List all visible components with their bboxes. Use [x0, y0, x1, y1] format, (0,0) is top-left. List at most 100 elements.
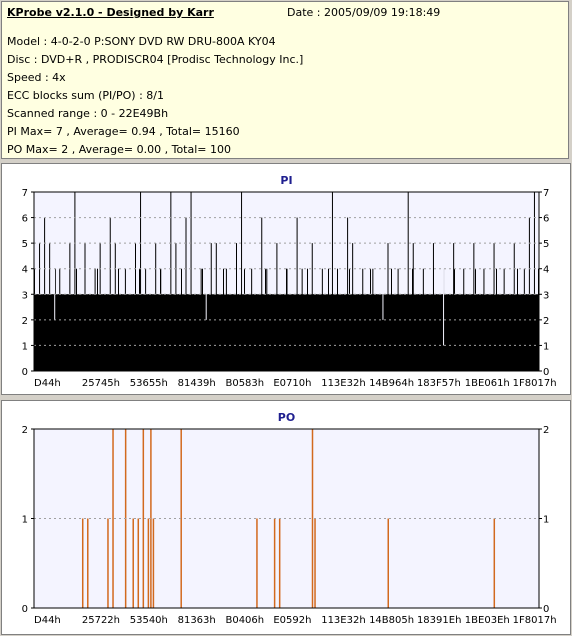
pi-spike [200, 268, 202, 371]
pi-bar [325, 294, 326, 371]
pi-spike [473, 243, 475, 371]
pi-bar [427, 294, 428, 371]
y-tick-label-left: 4 [22, 265, 28, 276]
pi-bar [148, 294, 149, 371]
pi-bar [82, 294, 83, 371]
pi-bar [415, 294, 416, 371]
pi-bar [70, 294, 71, 371]
pi-bar [535, 294, 536, 371]
pi-bar [472, 294, 473, 371]
pi-bar [490, 294, 491, 371]
pi-spike [301, 268, 303, 371]
pi-bar [400, 294, 401, 371]
pi-bar [373, 294, 374, 371]
y-tick-label-right: 0 [543, 604, 549, 615]
pi-bar [130, 294, 131, 371]
chart-title: PO [278, 411, 295, 424]
y-tick-label-left: 2 [22, 425, 28, 436]
pi-bar [40, 294, 41, 371]
pi-bar [301, 294, 302, 371]
pi-bar [67, 294, 68, 371]
po-bar [81, 518, 84, 608]
pi-bar [136, 294, 137, 371]
pi-dip [205, 192, 207, 320]
pi-spike [311, 243, 313, 371]
pi-bar [235, 294, 236, 371]
pi-bar [106, 294, 107, 371]
pi-bar [118, 268, 119, 371]
pi-spike [352, 243, 354, 371]
pi-bar [394, 294, 395, 371]
info-pi-stats: PI Max= 7 , Average= 0.94 , Total= 15160 [7, 125, 240, 138]
pi-bar [157, 294, 158, 371]
po-bar [314, 518, 316, 608]
pi-spike [347, 217, 349, 371]
pi-chart: PI 0 0 1 1 2 2 3 3 4 4 5 5 6 6 7 7 D44h 25745h 53655h 81439h… [22, 174, 557, 389]
x-tick-label: D44h [34, 378, 61, 389]
pi-bar [442, 294, 443, 371]
pi-bar [97, 268, 98, 371]
y-tick-label-left: 1 [22, 341, 28, 352]
x-tick-label: D44h [34, 615, 61, 626]
x-tick-label: 1F8017h [513, 615, 557, 626]
pi-bar [310, 294, 311, 371]
pi-bar [355, 294, 356, 371]
pi-bar [298, 294, 299, 371]
pi-bar [382, 294, 383, 371]
pi-bar [64, 294, 65, 371]
pi-bar [277, 294, 278, 371]
pi-bar [229, 294, 230, 371]
pi-spike [362, 268, 364, 371]
pi-bar [358, 294, 359, 371]
po-bar [311, 429, 314, 608]
pi-bar [112, 294, 113, 371]
x-tick-label: 25745h [82, 378, 120, 389]
po-bar [142, 429, 145, 608]
po-bar [273, 518, 276, 608]
po-chart-panel: PO 0 0 1 1 2 2 D44h 25722h 53540h 81363h B0406h E059… [1, 400, 571, 635]
pi-spike [387, 243, 389, 371]
pi-bar [445, 294, 446, 371]
pi-bar [283, 294, 284, 371]
po-bar [132, 518, 134, 608]
pi-bar [508, 294, 509, 371]
pi-bar [367, 294, 368, 371]
pi-bar [340, 294, 341, 371]
pi-bar [184, 294, 185, 371]
po-bar [107, 518, 109, 608]
pi-bar [124, 294, 125, 371]
x-tick-label: 25722h [82, 615, 120, 626]
pi-bar [46, 294, 47, 371]
pi-bar [103, 294, 104, 371]
x-tick-label: 113E32h [321, 615, 365, 626]
y-tick-label-left: 3 [22, 290, 28, 301]
x-tick-label: E0592h [273, 615, 311, 626]
pi-bar [187, 294, 188, 371]
x-tick-label: 1BE03Eh [465, 615, 510, 626]
pi-bar [517, 268, 518, 371]
pi-spike [337, 268, 338, 371]
pi-bar [163, 294, 164, 371]
info-scanned-range: Scanned range : 0 - 22E49Bh [7, 107, 169, 120]
pi-bar [457, 294, 458, 371]
pi-bar [52, 294, 53, 371]
x-tick-label: 81439h [178, 378, 216, 389]
pi-bar [58, 294, 59, 371]
y-tick-label-right: 2 [543, 425, 549, 436]
pi-bar [403, 294, 404, 371]
pi-bar [451, 294, 452, 371]
pi-spike [463, 268, 465, 371]
pi-bar [247, 294, 248, 371]
pi-spike [296, 217, 298, 371]
pi-bar [307, 268, 308, 371]
pi-bar [133, 294, 134, 371]
pi-bar [460, 294, 461, 371]
pi-bar [304, 294, 305, 371]
x-tick-label: E0710h [273, 378, 311, 389]
y-tick-label-right: 2 [543, 316, 549, 327]
pi-bar [271, 294, 272, 371]
pi-bar [526, 294, 527, 371]
pi-bar [181, 268, 182, 371]
pi-bar [493, 294, 494, 371]
pi-chart-panel: PI 0 0 1 1 2 2 3 3 4 4 5 5 6 6 7 7 D44h 25745h 53655h 81439h… [1, 163, 571, 395]
